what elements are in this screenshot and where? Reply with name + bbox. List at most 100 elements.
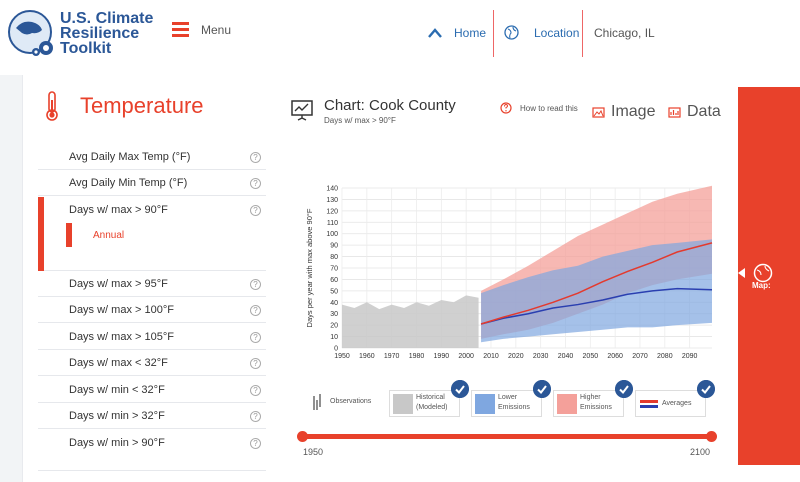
nav-divider <box>493 10 494 57</box>
x-tick-label: 1960 <box>359 353 375 360</box>
download-data-button[interactable]: Data <box>668 103 721 121</box>
variable-label: Avg Daily Min Temp (°F) <box>69 177 188 189</box>
variable-label: Days w/ min > 90°F <box>69 437 165 449</box>
variable-item-max-90[interactable]: Days w/ max > 90°F ? <box>38 197 266 271</box>
x-tick-label: 2000 <box>458 353 474 360</box>
map-panel-toggle[interactable] <box>738 87 800 465</box>
image-label: Image <box>611 103 656 120</box>
variable-label: Avg Daily Max Temp (°F) <box>69 151 191 163</box>
help-icon[interactable]: ? <box>250 358 261 369</box>
variable-label: Days w/ max > 95°F <box>69 278 168 290</box>
map-panel-label: Map: <box>752 281 771 290</box>
y-tick-label: 10 <box>330 334 338 341</box>
menu-button[interactable]: Menu <box>172 22 231 38</box>
historical-label: Historical (Modeled) <box>416 393 448 413</box>
variable-item-avg-min[interactable]: Avg Daily Min Temp (°F) ? <box>38 170 266 196</box>
variable-item-max-100[interactable]: Days w/ max > 100°F ? <box>38 297 266 323</box>
averages-swatch <box>640 400 658 408</box>
legend-averages-toggle[interactable]: Averages <box>635 380 715 417</box>
time-range-slider[interactable] <box>302 434 712 439</box>
help-icon[interactable]: ? <box>250 178 261 189</box>
nav-location-label: Location <box>534 25 580 40</box>
historical-band <box>342 295 479 348</box>
active-variable-indicator <box>38 197 44 271</box>
historical-swatch <box>393 394 413 414</box>
nav-location-link[interactable]: Location <box>504 25 579 40</box>
x-tick-label: 2050 <box>583 353 599 360</box>
left-margin-border <box>22 75 23 482</box>
x-tick-label: 2020 <box>508 353 524 360</box>
variable-label: Days w/ max < 32°F <box>69 357 168 369</box>
variable-label: Days w/ min > 32°F <box>69 410 165 422</box>
variable-item-max-95[interactable]: Days w/ max > 95°F ? <box>38 271 266 297</box>
variable-item-max-32[interactable]: Days w/ max < 32°F ? <box>38 350 266 376</box>
header: U.S. Climate Resilience Toolkit Menu Hom… <box>0 0 800 68</box>
slider-start-label: 1950 <box>303 447 324 457</box>
data-chart-icon <box>668 106 681 118</box>
brand-line-2: Resilience <box>60 25 140 42</box>
legend-lower-toggle[interactable]: Lower Emissions <box>471 380 551 417</box>
chevron-up-icon <box>428 28 442 38</box>
check-circle-icon <box>615 380 633 398</box>
active-subvariable-indicator <box>66 223 72 247</box>
image-icon <box>592 106 605 118</box>
help-icon[interactable]: ? <box>250 152 261 163</box>
lower-label: Lower Emissions <box>498 393 530 413</box>
data-label: Data <box>687 103 721 120</box>
x-tick-label: 2040 <box>558 353 574 360</box>
y-tick-label: 90 <box>330 243 338 250</box>
help-icon[interactable]: ? <box>250 279 261 290</box>
help-icon[interactable]: ? <box>250 438 261 449</box>
y-tick-label: 60 <box>330 277 338 284</box>
legend-historical-toggle[interactable]: Historical (Modeled) <box>389 380 469 417</box>
nav-home-label: Home <box>454 26 487 40</box>
chart-subtitle: Days w/ max > 90°F <box>324 116 396 125</box>
variable-item-min-32[interactable]: Days w/ min < 32°F ? <box>38 377 266 403</box>
subvariable-annual[interactable]: Annual <box>93 230 125 241</box>
help-icon[interactable]: ? <box>250 205 261 216</box>
download-image-button[interactable]: Image <box>592 103 655 121</box>
left-margin-strip <box>0 75 22 482</box>
lower-label-line1: Lower <box>498 394 518 401</box>
observations-legend[interactable] <box>312 393 322 418</box>
climate-toolkit-logo[interactable] <box>6 8 58 60</box>
lower-label-line2: Emissions <box>498 404 530 411</box>
brand-title[interactable]: U.S. Climate Resilience Toolkit <box>60 11 153 57</box>
selected-city[interactable]: Chicago, IL <box>594 26 655 40</box>
y-tick-label: 80 <box>330 254 338 261</box>
question-circle-icon <box>500 102 512 114</box>
x-tick-label: 1980 <box>409 353 425 360</box>
y-tick-label: 120 <box>326 208 338 215</box>
slider-end-label: 2100 <box>690 447 711 457</box>
help-icon[interactable]: ? <box>250 305 261 316</box>
x-tick-label: 2060 <box>607 353 623 360</box>
x-tick-label: 2030 <box>533 353 549 360</box>
menu-label: Menu <box>201 23 232 37</box>
variable-item-min-90[interactable]: Days w/ min > 90°F ? <box>38 430 266 456</box>
lower-emissions-average-line <box>480 287 713 325</box>
variable-category-title: Temperature <box>80 93 204 118</box>
variable-item-avg-max[interactable]: Avg Daily Max Temp (°F) ? <box>38 144 266 170</box>
x-tick-label: 2010 <box>483 353 499 360</box>
x-tick-label: 2080 <box>657 353 673 360</box>
check-circle-icon <box>533 380 551 398</box>
slider-start-handle[interactable] <box>297 431 308 442</box>
variable-item-max-105[interactable]: Days w/ max > 105°F ? <box>38 324 266 350</box>
nav-divider <box>582 10 583 57</box>
y-tick-label: 20 <box>330 323 338 330</box>
help-icon[interactable]: ? <box>250 385 261 396</box>
how-to-read-link[interactable]: How to read this <box>500 102 578 114</box>
observations-label: Observations <box>330 398 372 405</box>
lower-emissions-band <box>481 239 712 343</box>
sidebar-divider <box>38 470 266 471</box>
slider-end-handle[interactable] <box>706 431 717 442</box>
y-tick-label: 130 <box>326 197 338 204</box>
help-icon[interactable]: ? <box>250 332 261 343</box>
chart-title: Chart: Cook County <box>324 97 456 114</box>
nav-home-link[interactable]: Home <box>428 26 486 40</box>
x-tick-label: 1950 <box>334 353 350 360</box>
legend-higher-toggle[interactable]: Higher Emissions <box>553 380 633 417</box>
variable-item-min-gt-32[interactable]: Days w/ min > 32°F ? <box>38 403 266 429</box>
help-icon[interactable]: ? <box>250 411 261 422</box>
